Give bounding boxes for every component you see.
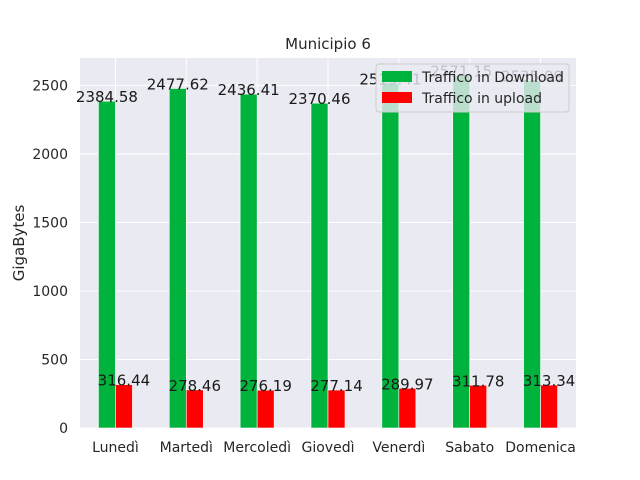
legend-swatch bbox=[382, 71, 412, 82]
x-tick-label: Martedì bbox=[160, 440, 213, 456]
legend-label: Traffico in Download bbox=[421, 70, 564, 86]
chart-title: Municipio 6 bbox=[285, 35, 371, 53]
y-axis-label: GigaBytes bbox=[10, 205, 28, 282]
data-label: 289.97 bbox=[381, 375, 434, 393]
x-tick-labels: Lunedì Martedì Mercoledì Giovedì Venerdì Saba… bbox=[92, 440, 576, 456]
bar bbox=[239, 93, 258, 429]
y-tick-label: 1000 bbox=[32, 284, 68, 300]
legend-swatch bbox=[382, 92, 412, 103]
bar bbox=[310, 102, 329, 429]
x-tick-label: Domenica bbox=[505, 440, 576, 456]
x-tick-label: Giovedì bbox=[302, 440, 355, 456]
y-tick-label: 1500 bbox=[32, 215, 68, 231]
data-label: 2436.41 bbox=[218, 81, 280, 99]
legend-label: Traffico in upload bbox=[421, 91, 542, 107]
bar bbox=[398, 387, 417, 429]
y-tick-labels: 0 500 1000 1500 2000 2500 bbox=[32, 78, 68, 437]
bar bbox=[256, 389, 275, 429]
x-tick-label: Mercoledì bbox=[223, 440, 291, 456]
x-tick-label: Venerdì bbox=[372, 440, 425, 456]
data-label: 2384.58 bbox=[76, 88, 138, 106]
data-label: 277.14 bbox=[310, 377, 363, 395]
bar bbox=[540, 384, 558, 429]
x-tick-label: Lunedì bbox=[92, 440, 139, 456]
data-label: 2370.46 bbox=[288, 90, 350, 108]
bar bbox=[98, 100, 116, 429]
y-tick-label: 0 bbox=[59, 421, 68, 437]
bars-group bbox=[98, 75, 558, 429]
y-tick-label: 2000 bbox=[32, 147, 68, 163]
bar bbox=[168, 88, 187, 429]
bar bbox=[327, 389, 346, 429]
y-tick-label: 500 bbox=[41, 352, 68, 368]
data-label: 278.46 bbox=[169, 377, 222, 395]
y-tick-label: 2500 bbox=[32, 78, 68, 94]
legend: Traffico in Download Traffico in upload bbox=[375, 63, 570, 113]
data-label: 313.34 bbox=[523, 372, 576, 390]
data-label: 2477.62 bbox=[147, 75, 209, 93]
bar bbox=[185, 389, 204, 429]
bar bbox=[115, 384, 133, 429]
data-label: 316.44 bbox=[98, 372, 151, 390]
data-label: 311.78 bbox=[452, 372, 505, 390]
data-label: 276.19 bbox=[239, 377, 292, 395]
x-tick-label: Sabato bbox=[445, 440, 494, 456]
bar bbox=[469, 384, 488, 429]
legend-box bbox=[375, 63, 570, 113]
